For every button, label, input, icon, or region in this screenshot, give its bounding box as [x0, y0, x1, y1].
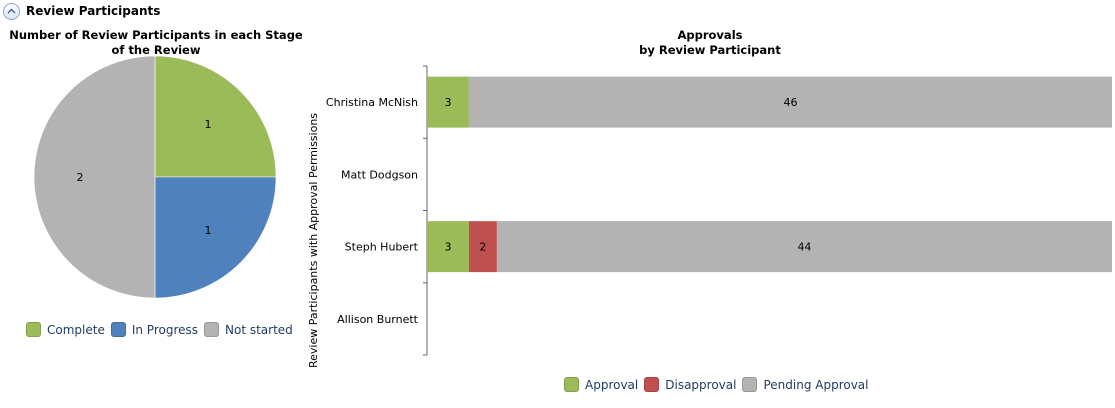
bar-chart-title: Approvals by Review Participant — [560, 28, 860, 58]
legend-label-not-started: Not started — [225, 322, 293, 337]
legend-swatch-disapproval — [644, 377, 660, 392]
legend-swatch-complete — [26, 322, 41, 337]
pie-chart-title: Number of Review Participants in each St… — [9, 28, 303, 57]
legend-label-complete: Complete — [47, 322, 105, 337]
bar-data-label-approval: 3 — [444, 241, 451, 254]
chevron-up-icon[interactable] — [3, 2, 20, 20]
pie-slice-in-progress — [154, 176, 277, 299]
bar-data-label-disapproval: 2 — [479, 241, 486, 254]
legend-item-complete: Complete — [26, 322, 105, 337]
category-label: Christina McNish — [326, 96, 418, 109]
bar-legend: Approval Disapproval Pending Approval — [564, 377, 875, 392]
legend-label-pending-approval: Pending Approval — [763, 377, 869, 392]
category-label: Allison Burnett — [337, 313, 419, 326]
bar-chart-title-main: Approvals — [677, 28, 743, 42]
legend-item-not-started: Not started — [204, 322, 293, 337]
legend-item-approval: Approval — [564, 377, 638, 392]
legend-item-disapproval: Disapproval — [644, 377, 736, 392]
legend-label-disapproval: Disapproval — [665, 377, 737, 392]
category-label: Matt Dodgson — [341, 168, 418, 181]
bar-data-label-approval: 3 — [444, 96, 451, 109]
pie-slice-not-started — [33, 55, 156, 299]
legend-label-in-progress: In Progress — [131, 322, 199, 337]
y-axis-title: Review Participants with Approval Permis… — [307, 113, 320, 368]
bar-segment-pending-approval — [496, 221, 1112, 273]
bar-data-label-pending-approval: 46 — [783, 96, 797, 109]
pie-slice-label-complete: 1 — [205, 118, 212, 131]
legend-item-pending-approval: Pending Approval — [742, 377, 869, 392]
bar-segment-approval — [427, 221, 469, 273]
bar-segment-approval — [427, 76, 469, 128]
category-label: Steph Hubert — [345, 241, 419, 254]
pie-legend: Complete In Progress Not started — [26, 322, 299, 337]
bar-chart-subtitle: by Review Participant — [639, 43, 781, 57]
legend-item-in-progress: In Progress — [110, 322, 199, 337]
legend-label-approval: Approval — [585, 377, 639, 392]
legend-swatch-not-started — [204, 322, 220, 337]
legend-swatch-pending-approval — [742, 377, 758, 392]
legend-swatch-in-progress — [110, 322, 126, 337]
section-title: Review Participants — [26, 4, 161, 18]
bar-data-label-pending-approval: 44 — [797, 241, 811, 254]
legend-swatch-approval — [564, 377, 579, 392]
section-header: Review Participants — [0, 0, 160, 22]
pie-slice-complete — [154, 55, 277, 178]
bar-segment-disapproval — [468, 221, 497, 273]
pie-slice-label-in-progress: 1 — [205, 224, 212, 237]
bar-segment-pending-approval — [468, 76, 1112, 128]
pie-slice-label-not-started: 2 — [76, 171, 83, 184]
